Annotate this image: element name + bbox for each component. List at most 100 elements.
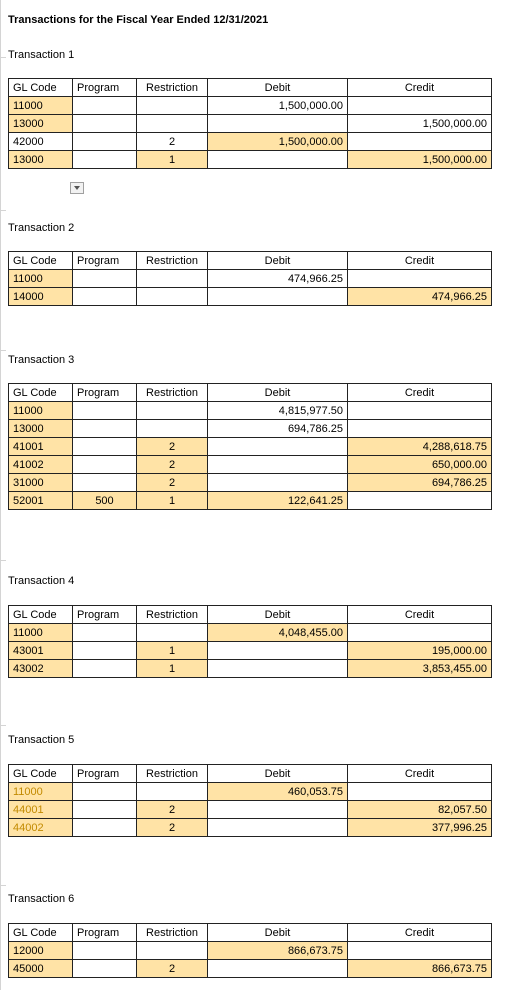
program-cell[interactable] — [72, 96, 137, 115]
gl-cell[interactable]: 13000 — [8, 114, 73, 133]
gl-cell[interactable]: 45000 — [8, 959, 73, 978]
restriction-cell[interactable] — [136, 782, 208, 801]
debit-cell[interactable] — [207, 287, 348, 306]
restriction-cell[interactable]: 2 — [136, 800, 208, 819]
program-cell[interactable] — [72, 455, 137, 474]
restriction-cell[interactable] — [136, 623, 208, 642]
program-cell[interactable]: 500 — [72, 491, 137, 510]
debit-cell[interactable] — [207, 818, 348, 837]
header-program[interactable]: Program — [72, 923, 137, 942]
program-cell[interactable] — [72, 959, 137, 978]
gl-cell[interactable]: 11000 — [8, 269, 73, 288]
gl-cell[interactable]: 41001 — [8, 437, 73, 456]
program-cell[interactable] — [72, 623, 137, 642]
debit-cell[interactable] — [207, 114, 348, 133]
program-cell[interactable] — [72, 437, 137, 456]
gl-cell[interactable]: 43002 — [8, 659, 73, 678]
debit-cell[interactable]: 1,500,000.00 — [207, 132, 348, 151]
header-gl-code[interactable]: GL Code — [8, 383, 73, 402]
credit-cell[interactable] — [347, 132, 492, 151]
header-debit[interactable]: Debit — [207, 383, 348, 402]
program-cell[interactable] — [72, 114, 137, 133]
credit-cell[interactable] — [347, 96, 492, 115]
header-gl-code[interactable]: GL Code — [8, 78, 73, 97]
header-restriction[interactable]: Restriction — [136, 251, 208, 270]
debit-cell[interactable]: 4,815,977.50 — [207, 401, 348, 420]
debit-cell[interactable] — [207, 659, 348, 678]
header-debit[interactable]: Debit — [207, 605, 348, 624]
credit-cell[interactable]: 195,000.00 — [347, 641, 492, 660]
restriction-cell[interactable]: 2 — [136, 437, 208, 456]
program-cell[interactable] — [72, 659, 137, 678]
restriction-cell[interactable]: 1 — [136, 491, 208, 510]
credit-cell[interactable]: 694,786.25 — [347, 473, 492, 492]
gl-cell[interactable]: 41002 — [8, 455, 73, 474]
credit-cell[interactable] — [347, 941, 492, 960]
restriction-cell[interactable] — [136, 114, 208, 133]
program-cell[interactable] — [72, 269, 137, 288]
credit-cell[interactable] — [347, 623, 492, 642]
credit-cell[interactable] — [347, 491, 492, 510]
debit-cell[interactable]: 460,053.75 — [207, 782, 348, 801]
credit-cell[interactable]: 4,288,618.75 — [347, 437, 492, 456]
gl-cell[interactable]: 11000 — [8, 782, 73, 801]
program-cell[interactable] — [72, 941, 137, 960]
program-cell[interactable] — [72, 132, 137, 151]
credit-cell[interactable]: 1,500,000.00 — [347, 150, 492, 169]
program-cell[interactable] — [72, 800, 137, 819]
gl-cell[interactable]: 11000 — [8, 401, 73, 420]
debit-cell[interactable] — [207, 455, 348, 474]
restriction-cell[interactable]: 2 — [136, 473, 208, 492]
header-gl-code[interactable]: GL Code — [8, 605, 73, 624]
header-program[interactable]: Program — [72, 78, 137, 97]
restriction-cell[interactable]: 2 — [136, 959, 208, 978]
debit-cell[interactable] — [207, 641, 348, 660]
restriction-cell[interactable] — [136, 941, 208, 960]
program-cell[interactable] — [72, 150, 137, 169]
header-credit[interactable]: Credit — [347, 251, 492, 270]
program-cell[interactable] — [72, 473, 137, 492]
header-credit[interactable]: Credit — [347, 78, 492, 97]
credit-cell[interactable]: 82,057.50 — [347, 800, 492, 819]
credit-cell[interactable]: 1,500,000.00 — [347, 114, 492, 133]
gl-cell[interactable]: 52001 — [8, 491, 73, 510]
credit-cell[interactable] — [347, 419, 492, 438]
debit-cell[interactable]: 866,673.75 — [207, 941, 348, 960]
header-program[interactable]: Program — [72, 764, 137, 783]
debit-cell[interactable]: 474,966.25 — [207, 269, 348, 288]
restriction-cell[interactable] — [136, 96, 208, 115]
header-program[interactable]: Program — [72, 605, 137, 624]
restriction-cell[interactable] — [136, 419, 208, 438]
restriction-cell[interactable] — [136, 401, 208, 420]
credit-cell[interactable]: 866,673.75 — [347, 959, 492, 978]
header-debit[interactable]: Debit — [207, 78, 348, 97]
header-credit[interactable]: Credit — [347, 764, 492, 783]
header-restriction[interactable]: Restriction — [136, 383, 208, 402]
gl-cell[interactable]: 42000 — [8, 132, 73, 151]
program-cell[interactable] — [72, 401, 137, 420]
gl-cell[interactable]: 44002 — [8, 818, 73, 837]
debit-cell[interactable]: 122,641.25 — [207, 491, 348, 510]
program-cell[interactable] — [72, 419, 137, 438]
restriction-cell[interactable]: 1 — [136, 150, 208, 169]
header-credit[interactable]: Credit — [347, 383, 492, 402]
header-gl-code[interactable]: GL Code — [8, 764, 73, 783]
restriction-cell[interactable]: 2 — [136, 818, 208, 837]
gl-cell[interactable]: 11000 — [8, 623, 73, 642]
dropdown-arrow-icon[interactable] — [70, 182, 84, 194]
header-restriction[interactable]: Restriction — [136, 923, 208, 942]
header-restriction[interactable]: Restriction — [136, 605, 208, 624]
program-cell[interactable] — [72, 782, 137, 801]
restriction-cell[interactable]: 2 — [136, 132, 208, 151]
gl-cell[interactable]: 43001 — [8, 641, 73, 660]
header-debit[interactable]: Debit — [207, 251, 348, 270]
gl-cell[interactable]: 11000 — [8, 96, 73, 115]
header-debit[interactable]: Debit — [207, 923, 348, 942]
restriction-cell[interactable]: 2 — [136, 455, 208, 474]
gl-cell[interactable]: 31000 — [8, 473, 73, 492]
gl-cell[interactable]: 44001 — [8, 800, 73, 819]
credit-cell[interactable]: 474,966.25 — [347, 287, 492, 306]
restriction-cell[interactable]: 1 — [136, 641, 208, 660]
credit-cell[interactable] — [347, 782, 492, 801]
program-cell[interactable] — [72, 818, 137, 837]
